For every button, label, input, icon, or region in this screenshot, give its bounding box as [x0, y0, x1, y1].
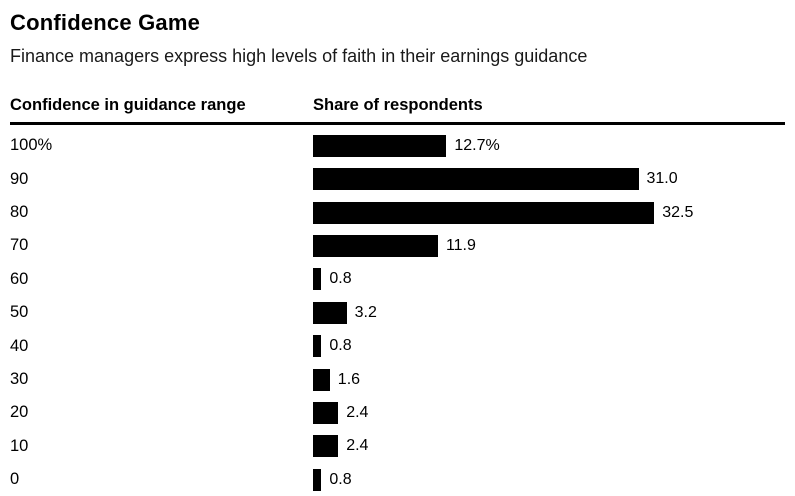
bar-track: 0.8	[313, 268, 785, 291]
bar	[313, 401, 339, 424]
value-label: 0.8	[329, 270, 352, 288]
header-rule	[10, 122, 785, 126]
chart-row: 70 11.9	[10, 229, 785, 262]
bar	[313, 234, 438, 257]
category-label: 60	[10, 269, 29, 288]
value-label: 31.0	[646, 170, 678, 188]
value-label: 2.4	[346, 437, 369, 455]
bar-track: 11.9	[313, 234, 785, 257]
category-label: 10	[10, 436, 29, 455]
category-label: 20	[10, 403, 29, 422]
value-label: 0.8	[329, 337, 352, 355]
bar-track: 32.5	[313, 201, 785, 224]
column-headers: Confidence in guidance range Share of re…	[10, 96, 785, 114]
chart-row: 20 2.4	[10, 396, 785, 429]
bar-track: 0.8	[313, 335, 785, 358]
bar-track: 2.4	[313, 401, 785, 424]
chart-subtitle: Finance managers express high levels of …	[10, 46, 588, 67]
value-label: 1.6	[337, 370, 361, 388]
column-header-share: Share of respondents	[313, 95, 483, 114]
value-label: 2.4	[346, 403, 369, 421]
bar	[313, 368, 330, 391]
category-label: 80	[10, 203, 29, 222]
bar	[313, 468, 322, 491]
chart-row: 40 0.8	[10, 329, 785, 362]
chart-row: 80 32.5	[10, 196, 785, 229]
bar-track: 12.7%	[313, 134, 785, 157]
bar	[313, 168, 639, 191]
bar	[313, 435, 339, 458]
chart-row: 10 2.4	[10, 430, 785, 463]
chart-row: 0 0.8	[10, 463, 785, 496]
bar-track: 3.2	[313, 301, 785, 324]
chart-row: 100% 12.7%	[10, 129, 785, 162]
category-label: 90	[10, 169, 29, 188]
bar	[313, 268, 322, 291]
category-label: 30	[10, 370, 29, 389]
chart-title: Confidence Game	[10, 10, 201, 35]
chart-row: 30 1.6	[10, 363, 785, 396]
bar-track: 1.6	[313, 368, 785, 391]
value-label: 32.5	[662, 203, 694, 221]
bar-track: 2.4	[313, 435, 785, 458]
bar	[313, 201, 655, 224]
value-label: 3.2	[354, 303, 377, 321]
bar-rows: 100% 12.7% 90 31.0 80 32.5 70 11.9 60 0.8 50 3.2 40 0…	[10, 129, 785, 496]
chart-row: 50 3.2	[10, 296, 785, 329]
bar	[313, 134, 447, 157]
category-label: 40	[10, 336, 29, 355]
value-label: 11.9	[445, 236, 476, 254]
chart-row: 60 0.8	[10, 263, 785, 296]
bar	[313, 301, 347, 324]
column-header-confidence: Confidence in guidance range	[10, 95, 246, 114]
bar-track: 31.0	[313, 168, 785, 191]
category-label: 100%	[10, 136, 53, 155]
category-label: 50	[10, 303, 29, 322]
chart-row: 90 31.0	[10, 163, 785, 196]
value-label: 12.7%	[454, 136, 500, 154]
category-label: 70	[10, 236, 29, 255]
bar	[313, 335, 322, 358]
value-label: 0.8	[329, 470, 352, 488]
category-label: 0	[10, 470, 20, 489]
bar-track: 0.8	[313, 468, 785, 491]
